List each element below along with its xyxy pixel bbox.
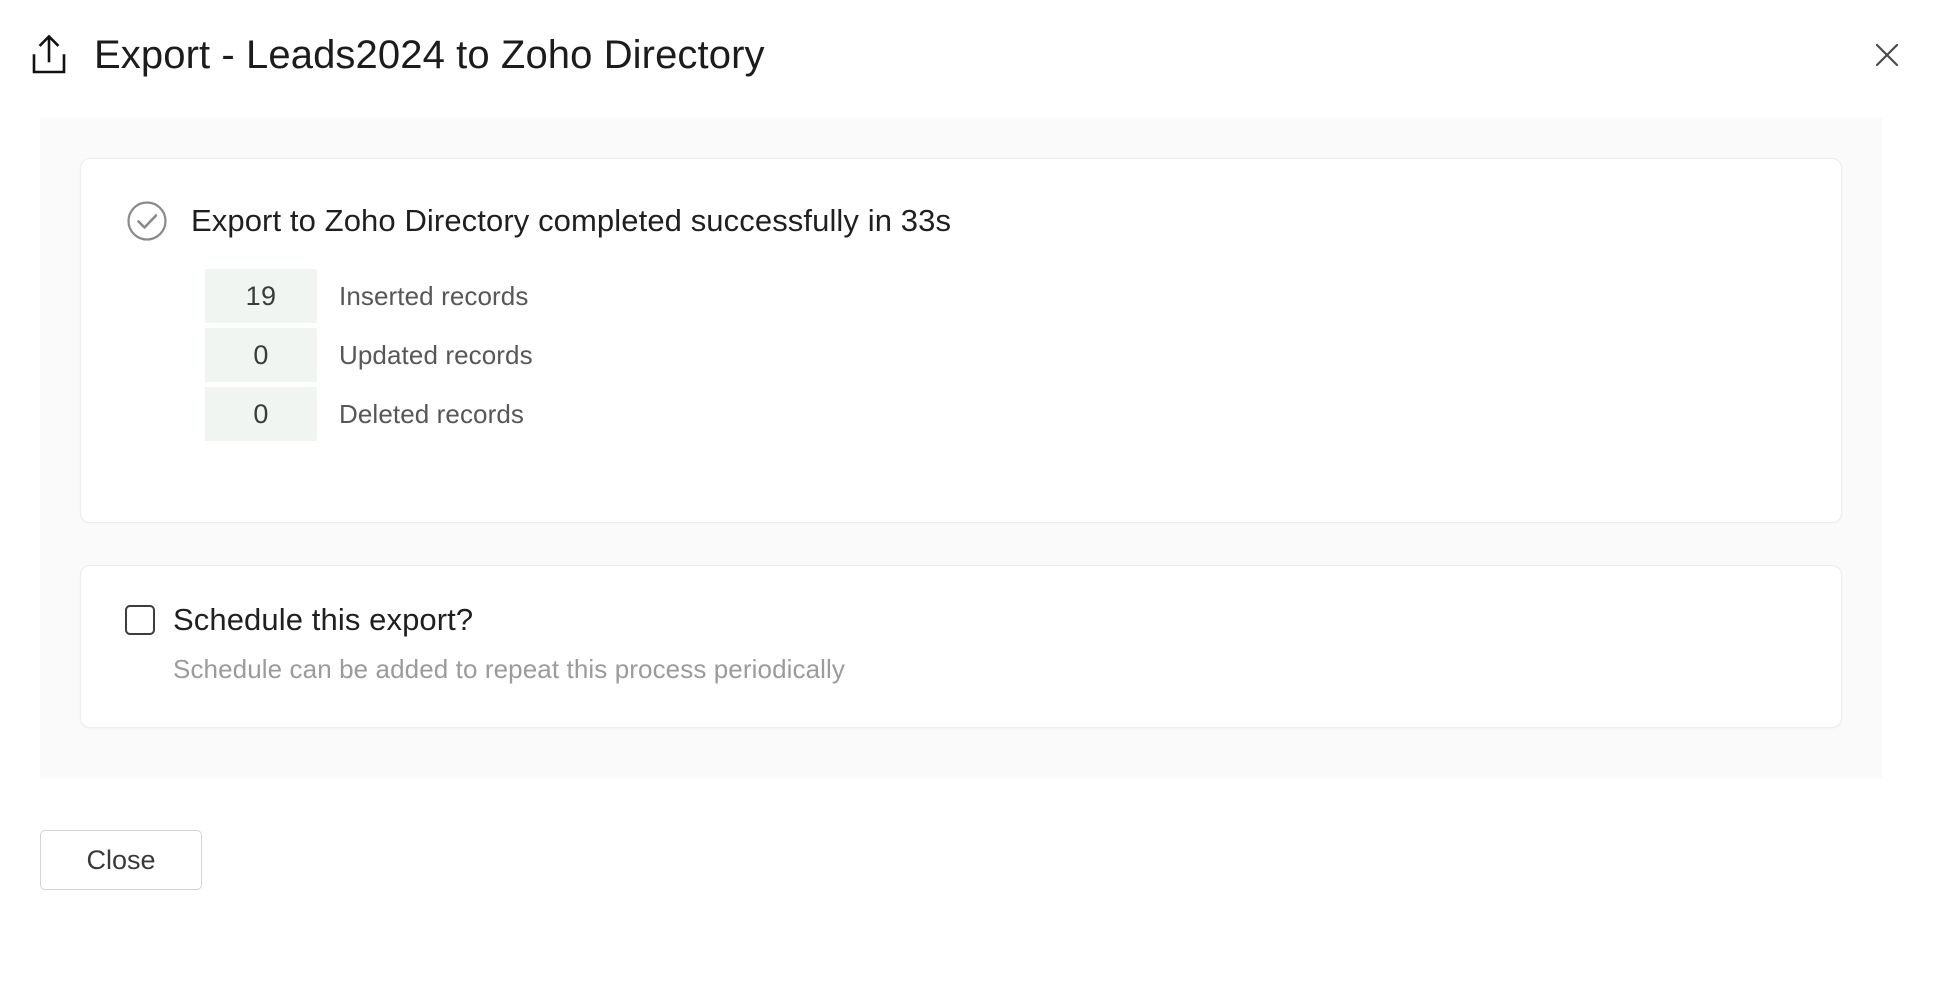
result-stats: 19 Inserted records 0 Updated records 0 … (125, 269, 1797, 441)
check-circle-icon (125, 199, 169, 243)
result-message: Export to Zoho Directory completed succe… (191, 203, 952, 239)
close-icon[interactable] (1860, 28, 1914, 82)
page-title: Export - Leads2024 to Zoho Directory (94, 33, 765, 77)
stat-value: 19 (205, 269, 317, 323)
stat-row: 19 Inserted records (125, 269, 1797, 323)
export-result-dialog: Export - Leads2024 to Zoho Directory Exp… (0, 0, 1936, 890)
stat-row: 0 Updated records (125, 328, 1797, 382)
stat-label: Deleted records (339, 398, 525, 429)
dialog-footer: Close (0, 778, 1936, 890)
stat-value: 0 (205, 387, 317, 441)
schedule-row[interactable]: Schedule this export? (125, 602, 1797, 638)
dialog-body-panel: Export to Zoho Directory completed succe… (40, 118, 1882, 778)
stat-row: 0 Deleted records (125, 387, 1797, 441)
upload-icon (26, 32, 72, 78)
schedule-export-label[interactable]: Schedule this export? (173, 602, 474, 637)
dialog-header: Export - Leads2024 to Zoho Directory (0, 0, 1936, 110)
schedule-help-text: Schedule can be added to repeat this pro… (173, 654, 846, 684)
result-headline: Export to Zoho Directory completed succe… (125, 199, 1797, 243)
stat-value: 0 (205, 328, 317, 382)
close-button[interactable]: Close (40, 830, 202, 890)
stat-label: Updated records (339, 339, 533, 370)
export-result-card: Export to Zoho Directory completed succe… (80, 158, 1842, 523)
schedule-card: Schedule this export? Schedule can be ad… (80, 565, 1842, 728)
stat-label: Inserted records (339, 280, 529, 311)
schedule-export-checkbox[interactable] (125, 605, 155, 635)
